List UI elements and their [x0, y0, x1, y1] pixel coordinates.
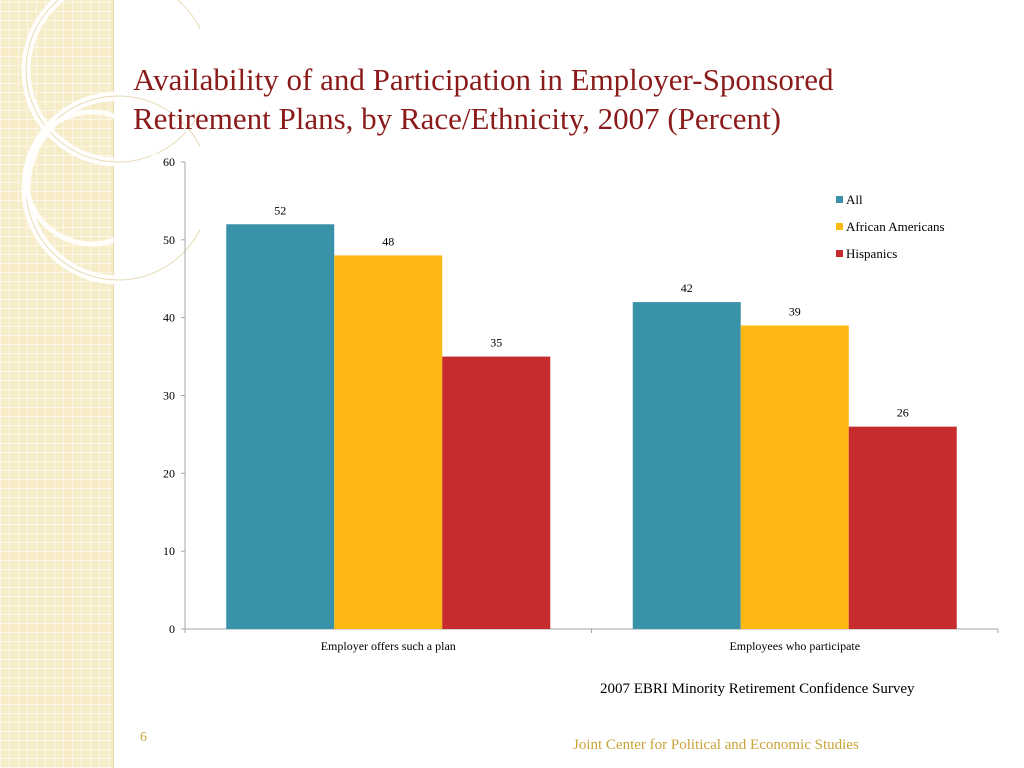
y-tick-label: 30 — [163, 389, 175, 403]
decorative-circles — [21, 0, 200, 285]
slide-title: Availability of and Participation in Emp… — [133, 60, 993, 138]
data-label: 42 — [681, 281, 693, 295]
legend-label: All — [846, 192, 863, 207]
legend-swatch — [836, 223, 843, 230]
y-tick-label: 10 — [163, 544, 175, 558]
data-label: 48 — [382, 234, 394, 248]
footer-organization: Joint Center for Political and Economic … — [573, 737, 859, 753]
y-tick-label: 40 — [163, 311, 175, 325]
legend-swatch — [836, 250, 843, 257]
legend-label: Hispanics — [846, 246, 897, 261]
bar — [442, 356, 551, 629]
y-tick-label: 60 — [163, 155, 175, 169]
data-label: 39 — [789, 304, 801, 318]
bar — [334, 255, 443, 629]
bar — [226, 224, 335, 629]
source-note: 2007 EBRI Minority Retirement Confidence… — [600, 681, 915, 697]
x-category-label: Employer offers such a plan — [321, 639, 456, 653]
legend-label: African Americans — [846, 219, 945, 234]
bar — [848, 426, 957, 629]
x-category-label: Employees who participate — [729, 639, 860, 653]
decorative-side-band — [0, 0, 114, 768]
y-tick-label: 20 — [163, 466, 175, 480]
y-tick-label: 50 — [163, 233, 175, 247]
legend-swatch — [836, 196, 843, 203]
data-label: 26 — [897, 406, 909, 420]
slide-title-line-2: Retirement Plans, by Race/Ethnicity, 200… — [133, 101, 781, 136]
data-label: 52 — [274, 203, 286, 217]
slide-title-line-1: Availability of and Participation in Emp… — [133, 62, 834, 97]
bar — [632, 302, 741, 629]
page-number: 6 — [140, 730, 147, 745]
y-tick-label: 0 — [169, 622, 175, 636]
bar — [740, 325, 849, 629]
data-label: 35 — [490, 336, 502, 350]
